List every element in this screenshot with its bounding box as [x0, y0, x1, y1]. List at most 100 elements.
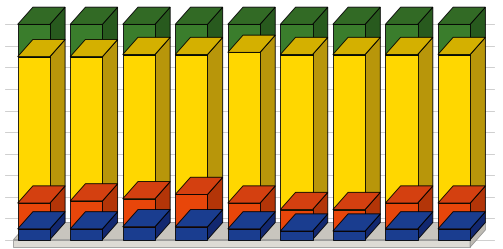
- Polygon shape: [333, 214, 380, 231]
- Polygon shape: [175, 194, 207, 227]
- Polygon shape: [365, 192, 380, 231]
- Polygon shape: [385, 24, 417, 55]
- Polygon shape: [50, 7, 65, 57]
- Polygon shape: [260, 7, 275, 52]
- Polygon shape: [18, 186, 65, 203]
- Polygon shape: [123, 210, 170, 227]
- Polygon shape: [280, 231, 312, 240]
- Polygon shape: [50, 186, 65, 229]
- Polygon shape: [417, 186, 433, 229]
- Polygon shape: [18, 24, 50, 57]
- Polygon shape: [155, 182, 170, 227]
- Polygon shape: [207, 177, 223, 227]
- Polygon shape: [470, 222, 485, 247]
- Polygon shape: [175, 210, 223, 227]
- Polygon shape: [70, 57, 103, 201]
- Polygon shape: [123, 37, 170, 55]
- Polygon shape: [70, 229, 103, 240]
- Polygon shape: [417, 7, 433, 55]
- Polygon shape: [175, 7, 223, 24]
- Polygon shape: [280, 210, 312, 231]
- Polygon shape: [385, 7, 433, 24]
- Polygon shape: [333, 37, 380, 55]
- Polygon shape: [312, 192, 328, 231]
- Polygon shape: [155, 37, 170, 199]
- Polygon shape: [438, 7, 485, 24]
- Polygon shape: [385, 186, 433, 203]
- Polygon shape: [333, 192, 380, 210]
- Polygon shape: [470, 7, 485, 55]
- Polygon shape: [312, 214, 328, 240]
- Polygon shape: [280, 214, 328, 231]
- Polygon shape: [70, 39, 118, 57]
- Polygon shape: [438, 55, 470, 203]
- Polygon shape: [280, 192, 328, 210]
- Polygon shape: [333, 24, 365, 55]
- Polygon shape: [228, 186, 275, 203]
- Polygon shape: [228, 52, 260, 203]
- Polygon shape: [365, 7, 380, 55]
- Polygon shape: [18, 203, 50, 229]
- Polygon shape: [260, 186, 275, 229]
- Polygon shape: [155, 210, 170, 240]
- Polygon shape: [470, 186, 485, 229]
- Polygon shape: [385, 37, 433, 55]
- Polygon shape: [228, 7, 275, 24]
- Polygon shape: [228, 203, 260, 229]
- Polygon shape: [175, 227, 207, 240]
- Polygon shape: [365, 214, 380, 240]
- Polygon shape: [207, 37, 223, 194]
- Polygon shape: [50, 212, 65, 240]
- Polygon shape: [14, 222, 485, 240]
- Polygon shape: [470, 212, 485, 240]
- Polygon shape: [365, 37, 380, 210]
- Polygon shape: [417, 37, 433, 203]
- Polygon shape: [70, 24, 103, 57]
- Polygon shape: [280, 55, 312, 210]
- Polygon shape: [123, 182, 170, 199]
- Polygon shape: [103, 39, 118, 201]
- Polygon shape: [312, 37, 328, 210]
- Polygon shape: [312, 7, 328, 55]
- Polygon shape: [417, 212, 433, 240]
- Polygon shape: [385, 229, 417, 240]
- Polygon shape: [438, 229, 470, 240]
- Polygon shape: [123, 227, 155, 240]
- Polygon shape: [438, 37, 485, 55]
- Polygon shape: [70, 201, 103, 229]
- Polygon shape: [333, 7, 380, 24]
- Polygon shape: [280, 7, 328, 24]
- Polygon shape: [385, 203, 417, 229]
- Polygon shape: [70, 212, 118, 229]
- Polygon shape: [175, 24, 207, 55]
- Polygon shape: [333, 231, 365, 240]
- Polygon shape: [18, 229, 50, 240]
- Polygon shape: [260, 212, 275, 240]
- Polygon shape: [103, 7, 118, 57]
- Polygon shape: [438, 203, 470, 229]
- Polygon shape: [123, 7, 170, 24]
- Polygon shape: [175, 177, 223, 194]
- Polygon shape: [14, 240, 470, 247]
- Polygon shape: [18, 39, 65, 57]
- Polygon shape: [228, 212, 275, 229]
- Polygon shape: [50, 39, 65, 203]
- Polygon shape: [123, 24, 155, 55]
- Polygon shape: [280, 37, 328, 55]
- Polygon shape: [103, 212, 118, 240]
- Polygon shape: [280, 24, 312, 55]
- Polygon shape: [333, 55, 365, 210]
- Polygon shape: [207, 210, 223, 240]
- Polygon shape: [207, 7, 223, 55]
- Polygon shape: [70, 184, 118, 201]
- Polygon shape: [228, 229, 260, 240]
- Polygon shape: [260, 35, 275, 203]
- Polygon shape: [438, 212, 485, 229]
- Polygon shape: [103, 184, 118, 229]
- Polygon shape: [228, 35, 275, 52]
- Polygon shape: [123, 55, 155, 199]
- Polygon shape: [470, 37, 485, 203]
- Polygon shape: [18, 212, 65, 229]
- Polygon shape: [385, 55, 417, 203]
- Polygon shape: [18, 7, 65, 24]
